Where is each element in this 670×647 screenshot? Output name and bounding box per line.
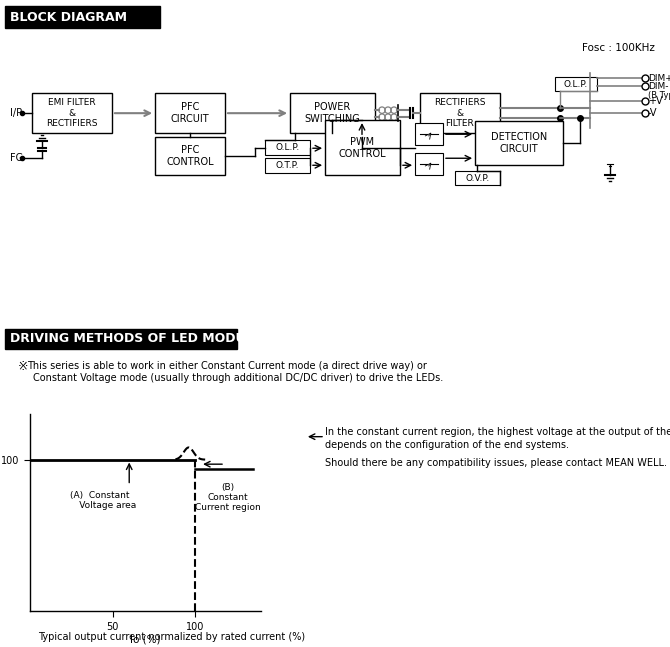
Text: This series is able to work in either Constant Current mode (a direct drive way): This series is able to work in either Co… <box>27 360 427 371</box>
Text: BLOCK DIAGRAM: BLOCK DIAGRAM <box>10 10 127 23</box>
X-axis label: Io (%): Io (%) <box>131 635 161 644</box>
Bar <box>415 153 443 175</box>
Text: DIM-: DIM- <box>648 82 669 91</box>
Bar <box>265 159 310 173</box>
Bar <box>155 137 225 175</box>
Text: +V: +V <box>648 96 663 106</box>
Text: O.L.P.: O.L.P. <box>275 143 299 152</box>
Text: ※: ※ <box>18 360 29 373</box>
Text: DRIVING METHODS OF LED MODULE: DRIVING METHODS OF LED MODULE <box>10 332 262 345</box>
Text: (A)  Constant
      Voltage area: (A) Constant Voltage area <box>62 491 137 510</box>
Bar <box>5 329 237 349</box>
Text: (B)
Constant
Current region: (B) Constant Current region <box>196 483 261 512</box>
Bar <box>475 121 563 165</box>
Bar <box>325 120 400 175</box>
Text: I/P: I/P <box>10 108 22 118</box>
Bar <box>155 93 225 133</box>
Circle shape <box>606 157 614 165</box>
Text: POWER
SWITCHING: POWER SWITCHING <box>305 102 360 124</box>
Text: Typical output current normalized by rated current (%): Typical output current normalized by rat… <box>38 632 305 642</box>
Bar <box>265 140 310 155</box>
Text: DETECTION
CIRCUIT: DETECTION CIRCUIT <box>491 133 547 154</box>
Text: Fosc : 100KHz: Fosc : 100KHz <box>582 43 655 53</box>
Text: In the constant current region, the highest voltage at the output of the driver: In the constant current region, the high… <box>325 426 670 437</box>
Text: -V: -V <box>648 108 657 118</box>
Bar <box>5 6 160 28</box>
Text: O.T.P.: O.T.P. <box>276 161 299 170</box>
Bar <box>415 123 443 145</box>
Text: O.L.P.: O.L.P. <box>564 80 588 89</box>
Bar <box>555 77 597 91</box>
Text: DIM+: DIM+ <box>648 74 670 83</box>
Bar <box>420 93 500 133</box>
Text: FG: FG <box>10 153 23 163</box>
Text: Should there be any compatibility issues, please contact MEAN WELL.: Should there be any compatibility issues… <box>325 457 667 468</box>
Bar <box>455 171 500 185</box>
Text: depends on the configuration of the end systems.: depends on the configuration of the end … <box>325 440 569 450</box>
Text: EMI FILTER
&
RECTIFIERS: EMI FILTER & RECTIFIERS <box>46 98 98 128</box>
Text: PFC
CIRCUIT: PFC CIRCUIT <box>171 102 209 124</box>
Text: PFC
CONTROL: PFC CONTROL <box>166 146 214 167</box>
Text: Constant Voltage mode (usually through additional DC/DC driver) to drive the LED: Constant Voltage mode (usually through a… <box>33 373 444 382</box>
Bar <box>290 93 375 133</box>
Text: PWM
CONTROL: PWM CONTROL <box>339 137 387 159</box>
Text: O.V.P.: O.V.P. <box>466 174 490 182</box>
Text: (B Type): (B Type) <box>648 91 670 100</box>
Bar <box>32 93 112 133</box>
Text: RECTIFIERS
&
FILTER: RECTIFIERS & FILTER <box>434 98 486 128</box>
